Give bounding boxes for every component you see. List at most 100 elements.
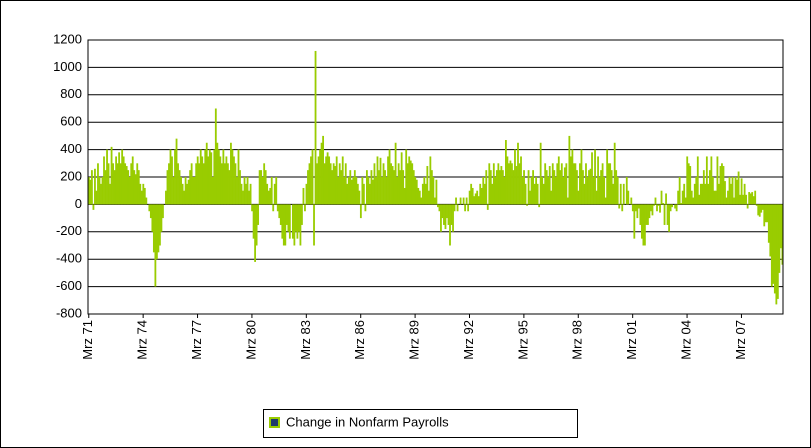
- bar: [285, 204, 288, 225]
- bar: [211, 177, 214, 205]
- bar: [727, 190, 729, 205]
- bar: [532, 170, 535, 205]
- bar: [288, 204, 291, 239]
- bar: [213, 149, 216, 205]
- y-tick-label: -400: [56, 251, 82, 266]
- bar: [388, 149, 391, 205]
- bar: [242, 190, 244, 205]
- x-tick-label: Mrz 01: [624, 320, 639, 360]
- bar: [503, 177, 506, 205]
- bar: [239, 170, 241, 205]
- x-tick-label: Mrz 89: [407, 320, 422, 360]
- bar: [594, 149, 596, 205]
- bar: [615, 170, 618, 205]
- bar: [349, 170, 352, 205]
- bar: [748, 192, 751, 205]
- bar: [411, 163, 414, 205]
- bar: [260, 170, 263, 205]
- bar: [471, 187, 474, 205]
- bar: [633, 204, 636, 239]
- bar: [160, 204, 163, 232]
- x-tick-label: Mrz 80: [243, 320, 258, 360]
- bar: [607, 163, 610, 205]
- bar: [653, 204, 655, 206]
- bar: [361, 177, 364, 205]
- bar: [192, 177, 195, 205]
- bar: [359, 204, 362, 219]
- bar: [778, 204, 781, 273]
- bar: [772, 204, 775, 284]
- bar: [585, 163, 587, 205]
- bar: [94, 168, 96, 205]
- bar: [551, 163, 554, 205]
- bar: [208, 149, 211, 205]
- bar: [763, 204, 766, 227]
- y-tick-label: 600: [60, 114, 82, 129]
- bar: [698, 194, 701, 205]
- bar: [680, 203, 683, 205]
- bar: [468, 190, 471, 205]
- bar: [560, 163, 563, 205]
- bar: [320, 142, 323, 205]
- bar: [237, 149, 240, 205]
- bar: [118, 152, 121, 205]
- bar: [690, 190, 693, 205]
- bar: [193, 177, 196, 205]
- bar: [115, 156, 118, 205]
- bar: [249, 183, 252, 205]
- bar: [143, 187, 146, 205]
- bar: [446, 204, 448, 219]
- bar: [121, 149, 124, 205]
- bar: [337, 177, 340, 205]
- bar: [752, 196, 755, 205]
- bar: [773, 204, 776, 294]
- bar: [379, 157, 382, 205]
- bar: [477, 196, 480, 205]
- bar: [770, 204, 773, 287]
- bar: [373, 163, 376, 205]
- bar: [610, 170, 613, 205]
- bar: [494, 177, 497, 205]
- bar: [576, 170, 578, 205]
- bar: [112, 163, 114, 205]
- bar: [648, 204, 651, 219]
- bar: [483, 183, 486, 205]
- bar: [113, 170, 116, 205]
- bar: [329, 163, 332, 205]
- bar: [462, 197, 465, 205]
- bar: [530, 177, 533, 205]
- bar: [291, 204, 294, 239]
- y-tick-label: 1000: [53, 59, 82, 74]
- bar: [429, 156, 432, 205]
- bar: [316, 163, 318, 205]
- bar: [304, 204, 306, 212]
- bar: [165, 190, 167, 205]
- bar: [400, 152, 403, 205]
- bar: [441, 204, 444, 219]
- bar: [571, 149, 574, 205]
- bar: [205, 142, 208, 205]
- bar: [227, 163, 229, 205]
- bar: [444, 204, 447, 230]
- bar: [343, 177, 346, 205]
- bar: [92, 204, 95, 210]
- bar: [137, 170, 140, 205]
- y-tick-label: 800: [60, 86, 82, 101]
- bar: [414, 177, 417, 205]
- bar: [514, 149, 516, 205]
- bar: [515, 166, 518, 205]
- bar: [369, 183, 371, 205]
- bar: [169, 149, 172, 205]
- bar: [548, 166, 551, 205]
- bar: [435, 179, 438, 205]
- bar: [705, 156, 708, 205]
- bar: [666, 204, 669, 225]
- bar: [128, 177, 131, 205]
- bar: [687, 163, 690, 205]
- bar: [178, 170, 181, 205]
- bar: [683, 183, 686, 205]
- bar: [326, 152, 329, 205]
- bar: [474, 193, 477, 205]
- bar: [775, 204, 778, 305]
